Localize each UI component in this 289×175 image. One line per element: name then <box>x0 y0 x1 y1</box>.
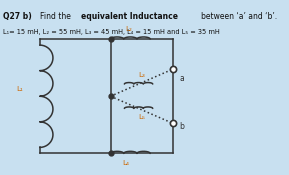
Text: L₁= 15 mH, L₂ = 55 mH, L₃ = 45 mH, L₄ = 15 mH and L₅ = 35 mH: L₁= 15 mH, L₂ = 55 mH, L₃ = 45 mH, L₄ = … <box>3 29 220 34</box>
Text: Find the: Find the <box>40 12 71 21</box>
Text: equivalent Inductance: equivalent Inductance <box>81 12 178 21</box>
Text: L₄: L₄ <box>123 160 129 166</box>
Text: L₅: L₅ <box>138 114 145 120</box>
Text: a: a <box>179 74 184 83</box>
Text: between ‘a’ and ‘b’.: between ‘a’ and ‘b’. <box>201 12 277 21</box>
Text: L₂: L₂ <box>125 26 132 32</box>
Text: L₁: L₁ <box>16 86 23 92</box>
Text: b: b <box>179 122 184 131</box>
Text: L₃: L₃ <box>138 72 145 78</box>
Text: Q27 b): Q27 b) <box>3 12 32 21</box>
